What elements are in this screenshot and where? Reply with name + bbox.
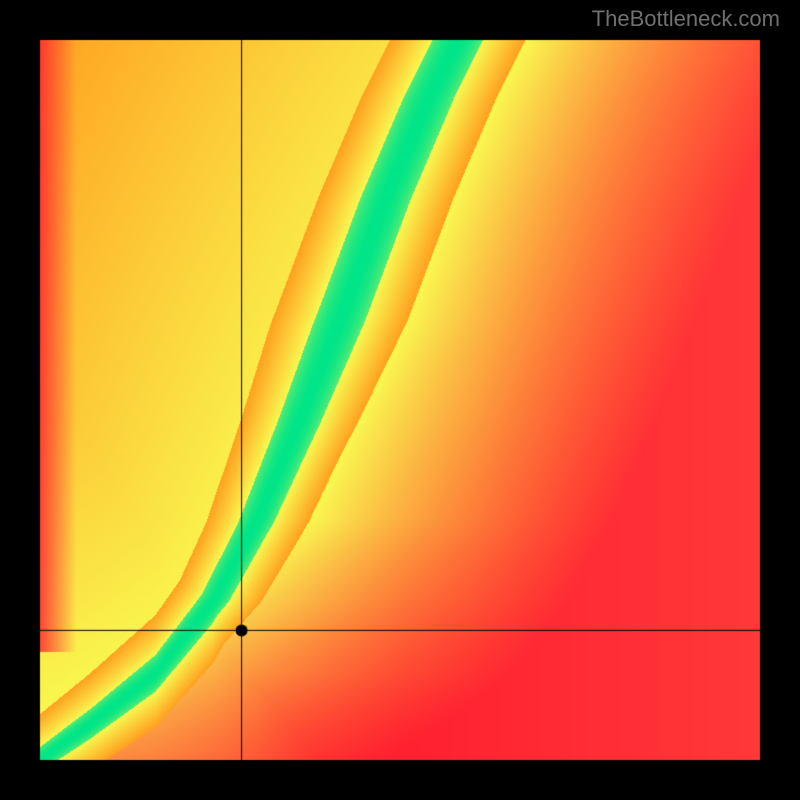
heatmap-canvas xyxy=(0,0,800,800)
watermark-text: TheBottleneck.com xyxy=(592,6,780,32)
chart-container: TheBottleneck.com xyxy=(0,0,800,800)
